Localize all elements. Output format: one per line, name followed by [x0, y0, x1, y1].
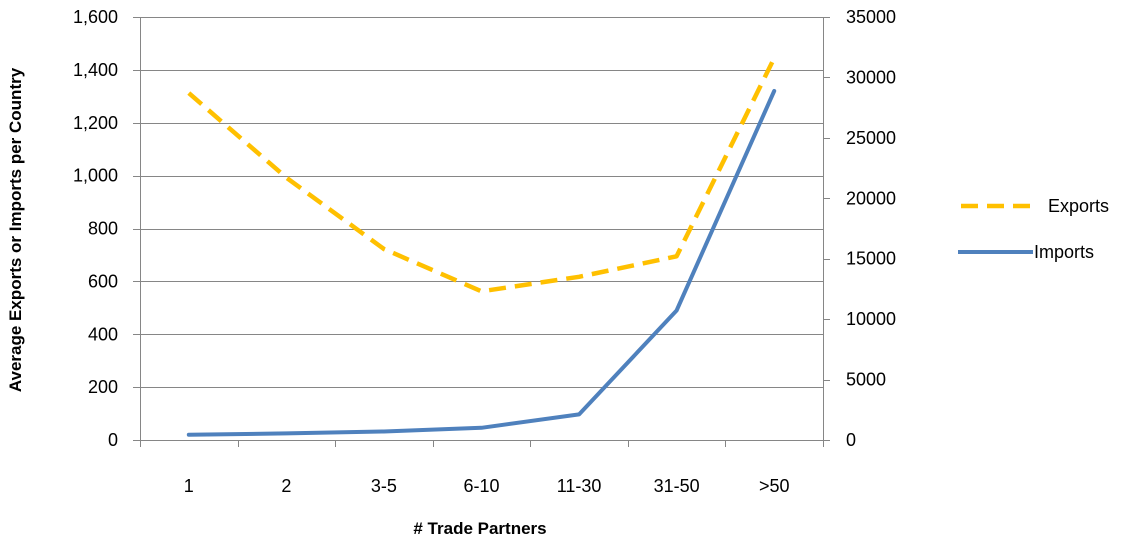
gridlines	[140, 17, 823, 388]
x-tick-label: 11-30	[557, 476, 602, 496]
right-tick-label: 5000	[846, 370, 886, 390]
x-tick-label: >50	[759, 476, 790, 496]
left-axis-ticks: 0 200 400 600 800 1,000 1,200 1,400 1,600	[73, 7, 140, 450]
right-tick-label: 10000	[846, 309, 896, 329]
left-tick-label: 600	[88, 271, 118, 291]
x-tick-label: 31-50	[654, 476, 700, 496]
series-layer	[186, 57, 777, 437]
left-tick-label: 0	[108, 430, 118, 450]
y-axis-title: Average Exports or Imports per Country	[6, 67, 25, 392]
left-tick-label: 1,600	[73, 7, 118, 27]
left-tick-label: 1,000	[73, 166, 118, 186]
left-tick-label: 1,400	[73, 60, 118, 80]
series-line-exports	[187, 57, 777, 294]
legend: Exports Imports	[958, 196, 1109, 262]
right-tick-label: 0	[846, 430, 856, 450]
x-tick-label: 1	[184, 476, 194, 496]
x-tick-label: 2	[281, 476, 291, 496]
series-line-imports	[186, 89, 777, 437]
right-tick-label: 15000	[846, 249, 896, 269]
right-tick-label: 30000	[846, 67, 896, 87]
left-tick-label: 800	[88, 219, 118, 239]
left-tick-label: 400	[88, 324, 118, 344]
legend-label-imports: Imports	[1034, 242, 1094, 262]
x-tick-label: 3-5	[371, 476, 397, 496]
x-axis-ticks: 1 2 3-5 6-10 11-30 31-50 >50	[140, 440, 824, 496]
legend-label-exports: Exports	[1048, 196, 1109, 216]
right-tick-label: 25000	[846, 128, 896, 148]
x-tick-label: 6-10	[463, 476, 499, 496]
right-tick-label: 35000	[846, 7, 896, 27]
right-axis-ticks: 0 5000 10000 15000 20000 25000 30000 35000	[823, 7, 896, 450]
right-tick-label: 20000	[846, 188, 896, 208]
left-tick-label: 200	[88, 377, 118, 397]
axes	[140, 17, 824, 441]
x-axis-title: # Trade Partners	[413, 519, 546, 538]
left-tick-label: 1,200	[73, 113, 118, 133]
